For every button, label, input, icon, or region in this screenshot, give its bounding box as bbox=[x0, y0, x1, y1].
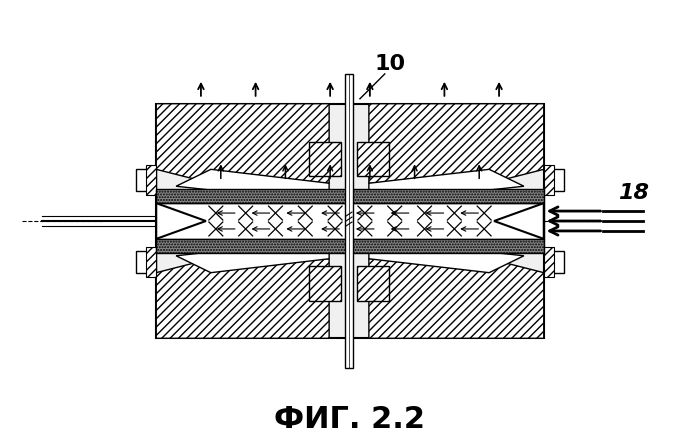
Bar bbox=[136, 169, 156, 191]
Bar bbox=[309, 141, 341, 176]
Bar bbox=[156, 239, 544, 253]
Polygon shape bbox=[156, 203, 206, 239]
Polygon shape bbox=[494, 203, 544, 239]
Text: 10: 10 bbox=[374, 54, 405, 74]
Polygon shape bbox=[369, 259, 544, 338]
Bar bbox=[544, 169, 563, 191]
Polygon shape bbox=[369, 104, 544, 183]
Bar bbox=[544, 251, 563, 273]
Bar bbox=[544, 165, 554, 195]
Bar bbox=[156, 203, 544, 239]
Bar bbox=[357, 141, 389, 176]
Bar bbox=[345, 74, 353, 368]
Polygon shape bbox=[156, 104, 329, 183]
Bar bbox=[156, 104, 544, 338]
Polygon shape bbox=[369, 239, 524, 273]
Bar bbox=[156, 239, 544, 253]
Polygon shape bbox=[156, 259, 329, 338]
Polygon shape bbox=[176, 239, 329, 273]
Text: 18: 18 bbox=[618, 183, 649, 203]
Bar bbox=[156, 189, 544, 203]
Bar bbox=[544, 247, 554, 276]
Polygon shape bbox=[369, 169, 524, 203]
Bar bbox=[357, 266, 389, 300]
Bar bbox=[146, 165, 156, 195]
Polygon shape bbox=[176, 169, 329, 203]
Bar bbox=[136, 251, 156, 273]
Bar bbox=[309, 266, 341, 300]
Bar bbox=[146, 247, 156, 276]
Bar bbox=[156, 189, 544, 203]
Text: ФИГ. 2.2: ФИГ. 2.2 bbox=[273, 405, 424, 434]
